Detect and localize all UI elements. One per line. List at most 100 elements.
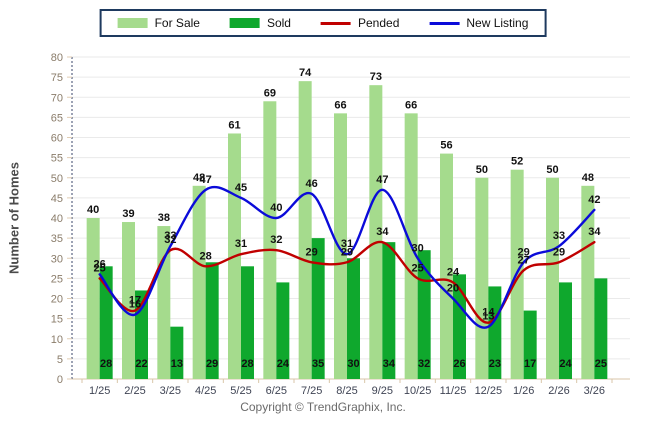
new-listing-value-label: 47: [200, 174, 212, 186]
x-axis-tick-label: 4/25: [195, 385, 216, 397]
pended-value-label: 32: [164, 234, 176, 246]
bar-for-sale: [475, 177, 489, 379]
y-axis-tick-label: 70: [51, 92, 63, 104]
bar-for-sale: [334, 113, 347, 379]
legend: For Sale Sold Pended New Listing: [99, 9, 547, 37]
for-sale-value-label: 66: [334, 99, 346, 111]
sold-value-label: 32: [418, 358, 430, 370]
y-axis-tick-label: 60: [51, 133, 63, 145]
bar-sold: [559, 282, 572, 379]
y-axis-tick-label: 65: [51, 112, 63, 124]
pended-value-label: 27: [518, 254, 530, 266]
bar-sold: [523, 310, 537, 379]
legend-label-sold: Sold: [266, 16, 291, 30]
for-sale-value-label: 66: [405, 99, 417, 111]
legend-label-for-sale: For Sale: [154, 16, 200, 30]
x-axis-tick-label: 7/25: [301, 385, 322, 397]
for-sale-value-label: 48: [193, 172, 205, 184]
for-sale-value-label: 74: [299, 67, 312, 79]
for-sale-value-label: 50: [546, 164, 558, 176]
y-axis-tick-label: 35: [51, 233, 63, 245]
y-axis-tick-label: 55: [51, 153, 63, 165]
bar-sold: [205, 262, 219, 379]
sold-value-label: 24: [277, 358, 290, 370]
legend-item-for-sale: For Sale: [117, 16, 200, 30]
bar-for-sale: [581, 185, 595, 379]
sold-value-label: 17: [524, 358, 536, 370]
for-sale-value-label: 40: [87, 204, 99, 216]
bar-sold: [241, 266, 254, 379]
pended-value-label: 25: [412, 262, 424, 274]
bar-sold: [99, 266, 113, 379]
y-axis-tick-label: 45: [51, 193, 63, 205]
sold-value-label: 22: [135, 358, 147, 370]
for-sale-value-label: 56: [440, 140, 452, 152]
bar-for-sale: [86, 218, 100, 379]
new-listing-value-label: 33: [553, 230, 565, 242]
bar-for-sale: [440, 153, 453, 379]
legend-item-sold: Sold: [229, 16, 291, 30]
new-listing-value-label: 33: [164, 230, 176, 242]
sold-value-label: 28: [100, 358, 112, 370]
x-axis-tick-label: 12/25: [475, 385, 503, 397]
pended-value-label: 29: [553, 246, 565, 258]
pended-value-label: 34: [376, 226, 389, 238]
pended-value-label: 25: [94, 262, 106, 274]
legend-item-pended: Pended: [320, 16, 400, 30]
sold-value-label: 23: [489, 358, 501, 370]
pended-value-label: 14: [482, 307, 495, 319]
new-listing-value-label: 29: [518, 246, 530, 258]
sold-value-label: 25: [595, 358, 607, 370]
new-listing-value-label: 20: [447, 283, 459, 295]
y-axis-tick-label: 75: [51, 72, 63, 84]
for-sale-value-label: 38: [158, 212, 170, 224]
bar-sold: [276, 282, 290, 379]
bar-sold: [417, 250, 431, 379]
legend-label-pended: Pended: [357, 16, 400, 30]
new-listing-value-label: 31: [341, 238, 353, 250]
legend-label-new-listing: New Listing: [466, 16, 529, 30]
x-axis-tick-label: 2/26: [548, 385, 569, 397]
for-sale-value-label: 50: [476, 164, 488, 176]
pended-value-label: 17: [129, 295, 141, 307]
bar-for-sale: [369, 85, 383, 380]
legend-item-new-listing: New Listing: [429, 16, 528, 30]
bar-sold: [594, 278, 608, 379]
for-sale-value-label: 73: [370, 71, 382, 83]
for-sale-value-label: 52: [511, 156, 523, 168]
bar-for-sale: [546, 177, 559, 379]
y-axis-tick-label: 20: [51, 294, 63, 306]
copyright-text: Copyright © TrendGraphix, Inc.: [240, 400, 406, 414]
pended-value-label: 32: [270, 234, 282, 246]
bar-for-sale: [192, 185, 206, 379]
pended-value-label: 29: [341, 246, 353, 258]
x-axis-tick-label: 1/26: [513, 385, 534, 397]
new-listing-swatch-icon: [429, 21, 460, 25]
new-listing-line: [98, 185, 596, 329]
bar-for-sale: [122, 222, 135, 379]
sold-value-label: 26: [453, 358, 465, 370]
for-sale-value-label: 48: [582, 172, 594, 184]
y-axis-tick-label: 10: [51, 334, 63, 346]
pended-value-label: 31: [235, 238, 247, 250]
y-axis-tick-label: 80: [51, 52, 63, 64]
x-axis-tick-label: 3/25: [160, 385, 181, 397]
bar-for-sale: [298, 81, 312, 380]
new-listing-value-label: 42: [588, 194, 600, 206]
new-listing-value-label: 40: [270, 202, 282, 214]
y-axis-tick-label: 25: [51, 273, 63, 285]
pended-swatch-icon: [320, 21, 351, 25]
sold-value-label: 35: [312, 358, 324, 370]
y-axis-title: Number of Homes: [6, 162, 22, 274]
bar-for-sale: [263, 101, 277, 380]
pended-value-label: 24: [447, 266, 460, 278]
for-sale-swatch-icon: [117, 18, 148, 28]
new-listing-value-label: 46: [306, 178, 318, 190]
x-axis-tick-label: 6/25: [266, 385, 287, 397]
new-listing-value-label: 26: [94, 258, 106, 270]
sold-value-label: 13: [171, 358, 183, 370]
y-axis-tick-label: 0: [57, 374, 63, 386]
sold-value-label: 30: [347, 358, 359, 370]
